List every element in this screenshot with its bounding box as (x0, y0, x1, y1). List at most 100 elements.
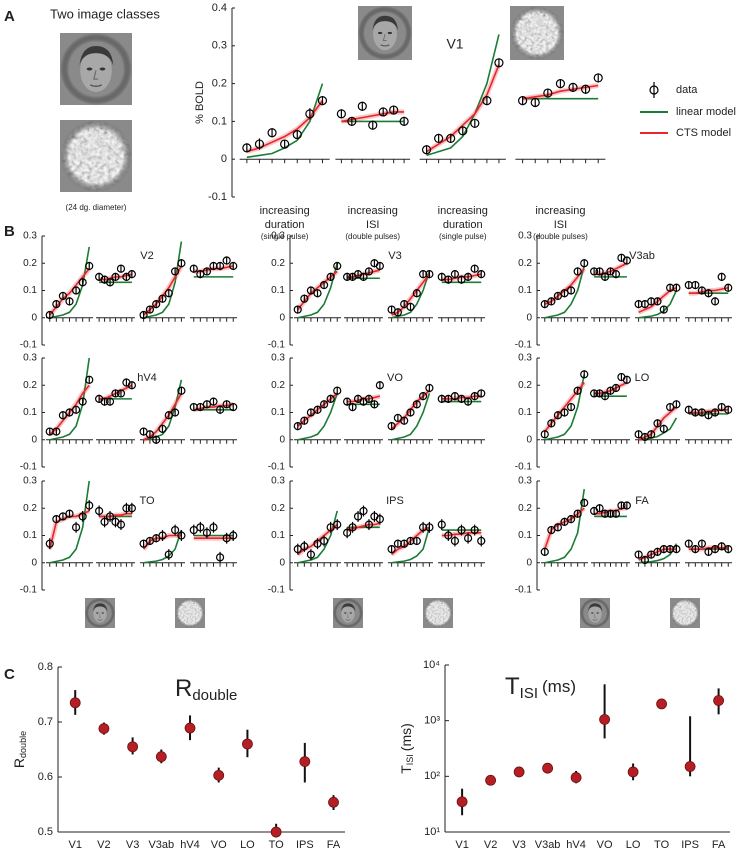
data-point (672, 545, 681, 554)
data-point (122, 504, 131, 513)
y-tick-label: -0.1 (515, 340, 533, 351)
data-point (45, 539, 54, 548)
data-point (100, 397, 109, 406)
data-point (189, 264, 198, 273)
data-point (71, 405, 81, 414)
y-tick-label: 0.2 (271, 380, 285, 391)
y-tick-label: 10³ (424, 715, 440, 727)
data-point (353, 512, 363, 521)
linear-model-line (297, 393, 338, 441)
data-point (375, 261, 384, 271)
data-point (560, 408, 569, 417)
data-point (78, 512, 87, 521)
data-point (434, 133, 444, 144)
data-point (470, 264, 479, 273)
data-point (622, 256, 631, 265)
x-tick-label: hV4 (566, 839, 586, 851)
data-point (684, 539, 693, 548)
data-point (209, 261, 218, 271)
data-point (389, 105, 399, 115)
x-tick-label: hV4 (180, 839, 200, 851)
data-point (300, 542, 309, 551)
x-tick-label: V3 (126, 839, 139, 851)
linear-model-line (544, 489, 586, 564)
data-point (189, 402, 198, 412)
data-point (437, 394, 446, 403)
y-tick-label: 0 (279, 312, 285, 323)
linear-model-line (391, 527, 431, 564)
chart-title: V2 (140, 250, 153, 262)
legend-label: data (676, 84, 698, 96)
data-point (145, 305, 154, 314)
dot (599, 714, 610, 725)
data-point (566, 402, 576, 412)
y-tick-label: 0 (526, 557, 532, 568)
data-point (566, 286, 576, 295)
y-tick-label: 0.1 (271, 285, 285, 296)
data-point (672, 400, 681, 409)
data-point (306, 550, 316, 559)
data-point (343, 528, 352, 537)
data-point (222, 256, 231, 265)
data-point (600, 392, 610, 401)
chart-title: V3 (388, 250, 401, 262)
data-point (573, 386, 582, 395)
data-point (547, 297, 556, 306)
data-point (684, 405, 693, 414)
data-point (292, 130, 302, 140)
data-point (364, 267, 374, 276)
group-note: (double pulses) (345, 232, 400, 241)
data-point (105, 397, 115, 406)
y-tick-label: -0.1 (268, 585, 286, 596)
data-point (387, 422, 396, 431)
dot (127, 741, 139, 753)
linear-model-line (297, 263, 339, 319)
y-tick-label: -0.1 (20, 585, 38, 596)
data-point (555, 78, 566, 89)
data-point (209, 397, 218, 406)
data-point (593, 73, 603, 83)
data-point (359, 272, 368, 281)
data-point (196, 523, 205, 532)
data-point (313, 539, 322, 548)
y-tick-label: 0.3 (271, 353, 285, 364)
x-tick-label: FA (327, 839, 341, 851)
y-tick-label: -0.1 (20, 340, 38, 351)
y-tick-label: 0.1 (271, 407, 285, 418)
data-point (672, 283, 681, 292)
x-tick-label: V2 (484, 839, 497, 851)
chart-title-sub: ISI (520, 685, 538, 702)
y-tick-label: 0.3 (271, 476, 285, 487)
y-tick-label: -0.1 (268, 462, 286, 473)
data-point (437, 272, 446, 281)
y-tick-label: 0.6 (38, 771, 53, 783)
y-tick-label: 0.5 (38, 826, 53, 838)
data-point (293, 305, 302, 314)
data-point (305, 109, 315, 119)
data-point (659, 305, 668, 314)
chart-title: IPS (386, 495, 404, 507)
data-point (573, 509, 582, 518)
y-tick-label: 0.3 (23, 476, 37, 487)
x-tick-label: FA (712, 839, 726, 851)
data-point (665, 545, 675, 554)
y-axis-label-sub: ISI (405, 754, 415, 765)
face-thumbnail (85, 598, 115, 628)
data-point (724, 283, 733, 292)
data-point (704, 411, 713, 420)
data-point (65, 408, 74, 417)
data-point (375, 381, 384, 390)
data-point (659, 424, 668, 433)
data-point (300, 416, 309, 425)
dot (485, 774, 497, 786)
y-tick-label: 0 (526, 312, 532, 323)
data-point (196, 402, 205, 412)
cts-model-line (426, 64, 500, 153)
y-axis-label-main: R (11, 758, 27, 768)
data-point (52, 300, 61, 309)
data-point (45, 427, 54, 436)
data-point (127, 381, 136, 390)
data-point (617, 501, 626, 510)
data-point (326, 272, 335, 281)
data-point (611, 270, 621, 279)
